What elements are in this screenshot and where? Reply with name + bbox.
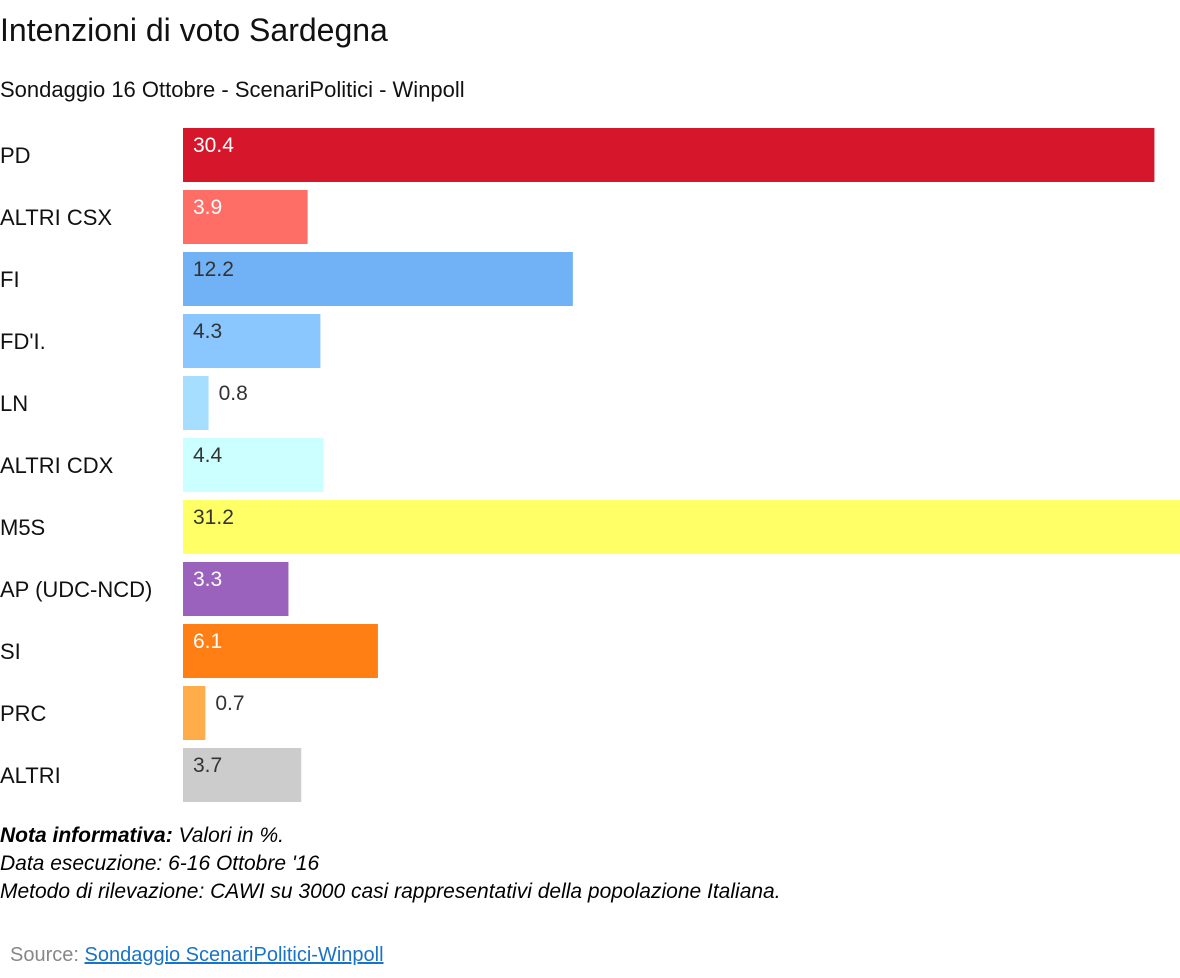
value-label: 4.4 (193, 444, 223, 467)
notes-block: Nota informativa: Valori in %. Data esec… (0, 822, 781, 906)
bar-chart: PD 30.4 ALTRI CSX 3.9 FI 12.2 FD'I. 4.3 LN 0.8 ALT… (0, 128, 1180, 802)
bar-row: PRC 0.7 (0, 686, 245, 740)
category-label: FI (0, 267, 20, 292)
bar (183, 562, 289, 616)
source-link[interactable]: Sondaggio ScenariPolitici-Winpoll (84, 944, 384, 966)
category-label: M5S (0, 515, 45, 540)
bar-row: ALTRI CDX 4.4 (0, 438, 324, 492)
bar-row: SI 6.1 (0, 624, 378, 678)
bar (183, 624, 378, 678)
category-label: ALTRI CDX (0, 453, 114, 478)
bar (183, 128, 1155, 182)
notes-line-1: Nota informativa: Valori in %. (0, 822, 781, 850)
category-label: PD (0, 143, 31, 168)
notes-values-text: Valori in %. (172, 824, 284, 847)
source-prefix: Source: (10, 944, 85, 966)
bar-row: FI 12.2 (0, 252, 573, 306)
bar-row: AP (UDC-NCD) 3.3 (0, 562, 289, 616)
bar (183, 190, 308, 244)
bar (183, 500, 1180, 554)
value-label: 4.3 (193, 320, 222, 343)
bar (183, 314, 321, 368)
value-label: 31.2 (193, 506, 234, 529)
value-label: 0.8 (219, 382, 248, 405)
category-label: ALTRI (0, 763, 61, 788)
value-label: 3.3 (193, 568, 222, 591)
bar-row: PD 30.4 (0, 128, 1155, 182)
notes-line-3: Metodo di rilevazione: CAWI su 3000 casi… (0, 880, 781, 903)
bar (183, 376, 209, 430)
bar (183, 252, 573, 306)
bar (183, 438, 324, 492)
source-line: Source: Sondaggio ScenariPolitici-Winpol… (10, 944, 384, 967)
bar-row: LN 0.8 (0, 376, 248, 430)
bar-row: M5S 31.2 (0, 500, 1180, 554)
category-label: PRC (0, 701, 47, 726)
bar (183, 686, 206, 740)
value-label: 3.9 (193, 196, 222, 219)
value-label: 6.1 (193, 630, 222, 653)
chart-title: Intenzioni di voto Sardegna (0, 12, 388, 48)
category-label: SI (0, 639, 21, 664)
bar-row: FD'I. 4.3 (0, 314, 321, 368)
value-label: 12.2 (193, 258, 234, 281)
value-label: 0.7 (215, 692, 244, 715)
bar-row: ALTRI 3.7 (0, 748, 302, 802)
value-label: 30.4 (193, 134, 234, 157)
bar-row: ALTRI CSX 3.9 (0, 190, 308, 244)
notes-heading: Nota informativa: (0, 824, 173, 847)
bar (183, 748, 302, 802)
value-label: 3.7 (193, 754, 222, 777)
category-label: AP (UDC-NCD) (0, 577, 152, 602)
category-label: LN (0, 391, 28, 416)
category-label: ALTRI CSX (0, 205, 112, 230)
chart-subtitle: Sondaggio 16 Ottobre - ScenariPolitici -… (0, 77, 465, 102)
category-label: FD'I. (0, 329, 46, 354)
notes-line-2: Data esecuzione: 6-16 Ottobre '16 (0, 852, 320, 875)
